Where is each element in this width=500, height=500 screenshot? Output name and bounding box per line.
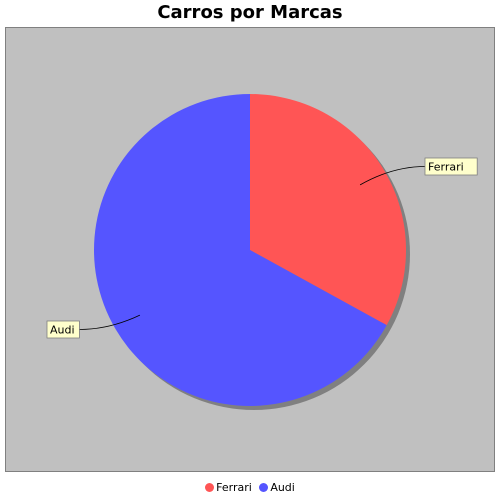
- legend-swatch-audi: [259, 483, 269, 492]
- pie-label-audi: Audi: [50, 324, 75, 337]
- pie-slice-ferrari: [250, 94, 406, 326]
- label-link-audi: [79, 314, 141, 330]
- legend-item-ferrari: Ferrari: [205, 481, 252, 494]
- pie-slice-audi: [93, 94, 387, 406]
- legend: Ferrari Audi: [0, 481, 500, 494]
- pie-label-ferrari: Ferrari: [428, 161, 464, 174]
- legend-swatch-ferrari: [205, 483, 215, 492]
- chart-title: Carros por Marcas: [157, 2, 343, 23]
- label-box-ferrari: [424, 157, 478, 176]
- label-link-ferrari: [359, 166, 426, 186]
- label-box-audi: [46, 320, 80, 339]
- legend-label-ferrari: Ferrari: [216, 481, 252, 494]
- legend-label-audi: Audi: [270, 481, 295, 494]
- legend-item-audi: Audi: [259, 481, 295, 494]
